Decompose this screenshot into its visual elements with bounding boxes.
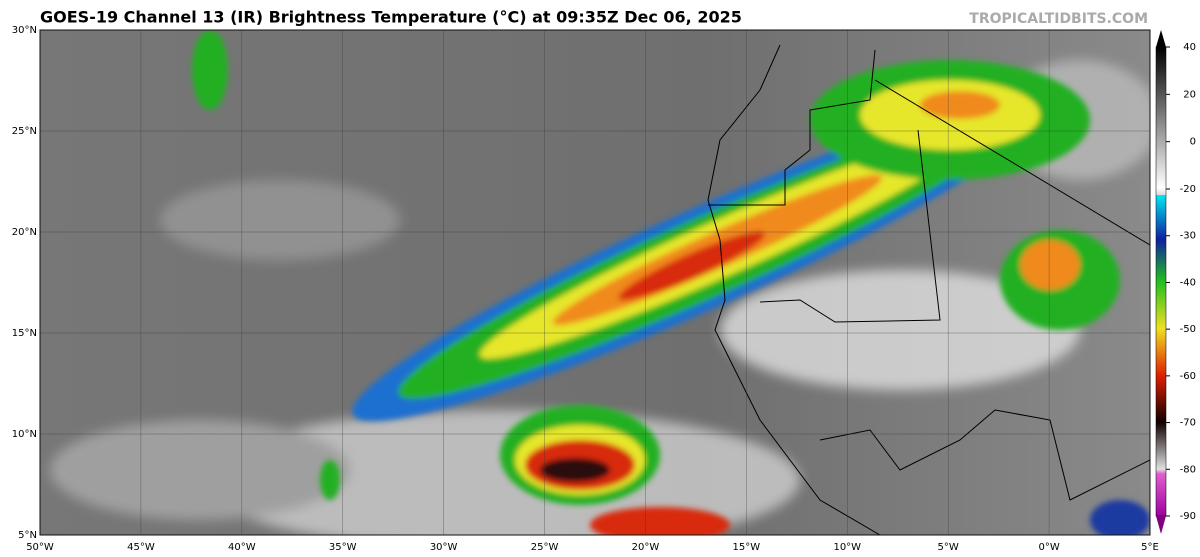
colorbar-tick-label: -50	[1180, 324, 1196, 335]
colorbar-tick-label: 20	[1183, 89, 1196, 100]
colorbar-tick-label: 0	[1190, 137, 1196, 148]
lon-label: 30°W	[430, 542, 458, 553]
lon-label: 10°W	[833, 542, 861, 553]
lon-label: 45°W	[127, 542, 155, 553]
colorbar-tick-label: -20	[1180, 184, 1196, 195]
lat-label: 30°N	[12, 25, 37, 36]
colorbar-tick-label: 40	[1183, 42, 1196, 53]
lon-label: 50°W	[26, 542, 54, 553]
satellite-image	[40, 30, 1150, 535]
lon-label: 5°E	[1141, 542, 1159, 553]
lat-label: 25°N	[12, 126, 37, 137]
lon-label: 35°W	[329, 542, 357, 553]
colorbar-tick-label: -30	[1180, 231, 1196, 242]
colorbar-tick-label: -60	[1180, 371, 1196, 382]
colorbar-tick-label: -70	[1180, 418, 1196, 429]
lat-label: 10°N	[12, 429, 37, 440]
lon-label: 20°W	[632, 542, 660, 553]
lat-label: 20°N	[12, 227, 37, 238]
colorbar-tick-label: -80	[1180, 464, 1196, 475]
lon-label: 25°W	[531, 542, 559, 553]
lon-label: 5°W	[938, 542, 959, 553]
colorbar: 40 20 0 -20 -30 -40 -50 -60 -70 -80 -90	[1155, 30, 1196, 534]
title: GOES-19 Channel 13 (IR) Brightness Tempe…	[40, 8, 742, 27]
lon-label: 0°W	[1038, 542, 1059, 553]
colorbar-tick-label: -90	[1180, 511, 1196, 522]
lat-label: 5°N	[18, 530, 37, 541]
watermark: TROPICALTIDBITS.COM	[969, 11, 1148, 27]
lon-label: 40°W	[228, 542, 256, 553]
lat-label: 15°N	[12, 328, 37, 339]
coastlines	[707, 44, 1150, 535]
lon-label: 15°W	[733, 542, 761, 553]
colorbar-tick-label: -40	[1180, 277, 1196, 288]
